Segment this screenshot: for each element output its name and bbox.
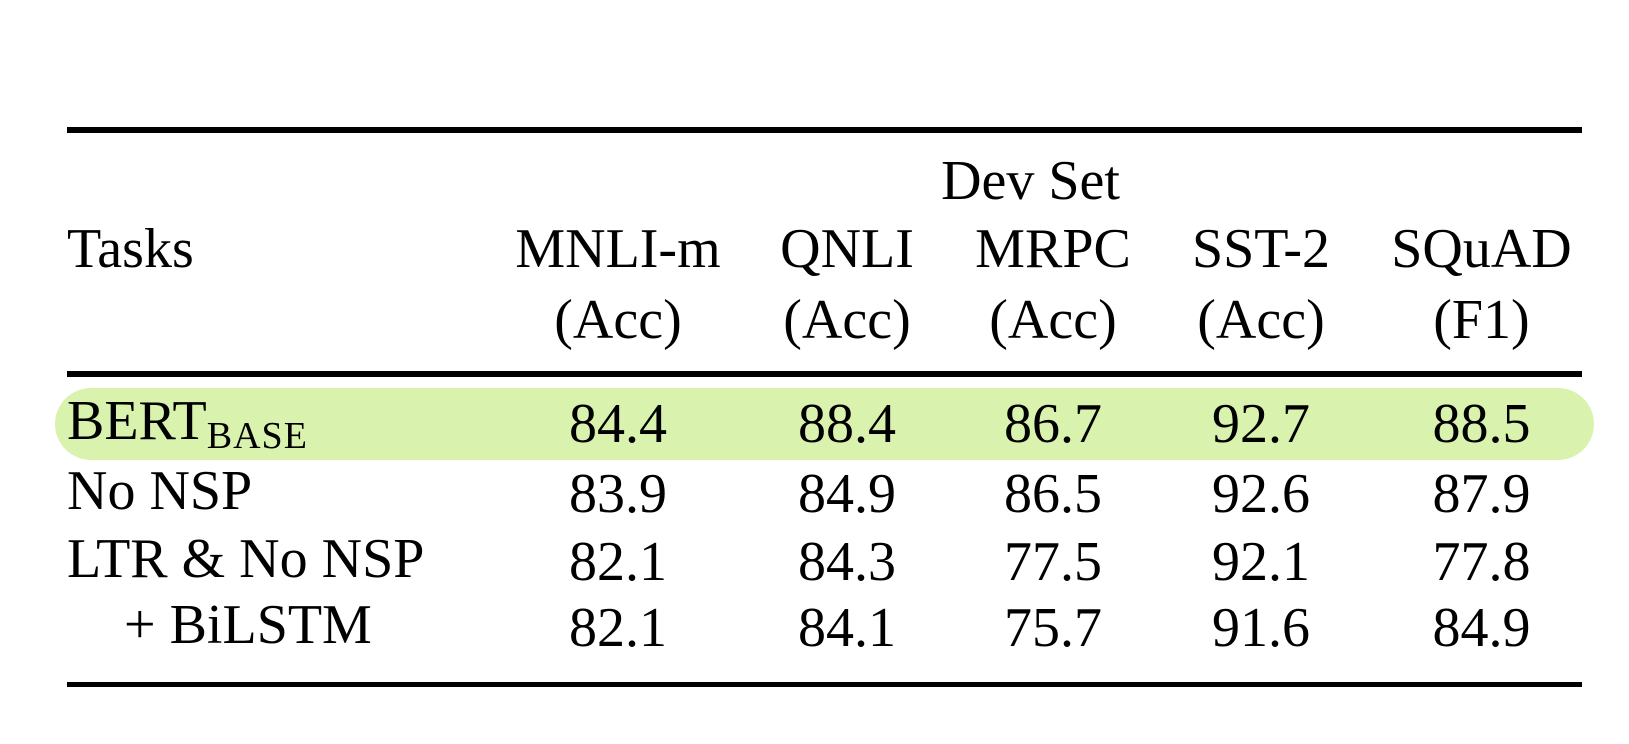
metric-header-qnli: (Acc) — [783, 289, 911, 351]
value-mnli-m: 82.1 — [569, 597, 667, 659]
table-row-ltr-no-nsp: LTR & No NSP 82.1 84.3 77.5 92.1 77.8 — [67, 528, 1582, 596]
value-mrpc: 86.5 — [1004, 463, 1102, 525]
value-mrpc: 86.7 — [1004, 393, 1102, 455]
column-header-sst-2: SST-2 — [1191, 218, 1330, 280]
value-mrpc: 75.7 — [1004, 597, 1102, 659]
value-sst-2: 91.6 — [1212, 597, 1310, 659]
value-squad: 77.8 — [1432, 531, 1531, 593]
metric-header-mrpc: (Acc) — [989, 289, 1117, 351]
value-qnli: 88.4 — [798, 393, 896, 455]
value-squad: 88.5 — [1432, 393, 1531, 455]
metric-header-mnli-m: (Acc) — [554, 289, 682, 351]
value-sst-2: 92.7 — [1212, 393, 1310, 455]
task-label-subscript: BASE — [206, 415, 308, 458]
bert-base-row-highlight — [55, 388, 1594, 460]
value-mnli-m: 84.4 — [569, 393, 667, 455]
task-label: BERTBASE — [67, 389, 308, 458]
value-squad: 87.9 — [1432, 463, 1531, 525]
table-row-bert-base: BERTBASE 84.4 88.4 86.7 92.7 88.5 — [67, 390, 1582, 458]
ablation-results-table: Dev Set Tasks MNLI-m QNLI MRPC SST-2 SQu… — [55, 0, 1594, 744]
column-header-tasks: Tasks — [67, 218, 194, 280]
column-header-metric-row: (Acc) (Acc) (Acc) (Acc) (F1) — [67, 288, 1582, 352]
task-label: No NSP — [67, 459, 253, 522]
value-sst-2: 92.6 — [1212, 463, 1310, 525]
column-header-squad: SQuAD — [1391, 218, 1572, 280]
task-label: LTR & No NSP — [67, 527, 425, 590]
column-header-qnli: QNLI — [780, 218, 914, 280]
metric-header-squad: (F1) — [1433, 289, 1530, 351]
value-squad: 84.9 — [1432, 597, 1531, 659]
table-top-rule — [67, 127, 1582, 133]
table-row-no-nsp: No NSP 83.9 84.9 86.5 92.6 87.9 — [67, 460, 1582, 528]
value-mrpc: 77.5 — [1004, 531, 1102, 593]
column-header-row: Tasks MNLI-m QNLI MRPC SST-2 SQuAD — [67, 217, 1582, 281]
value-mnli-m: 82.1 — [569, 531, 667, 593]
column-header-mrpc: MRPC — [975, 218, 1131, 280]
group-header-dev-set: Dev Set — [507, 148, 1582, 213]
value-sst-2: 92.1 — [1212, 531, 1310, 593]
metric-header-sst-2: (Acc) — [1197, 289, 1325, 351]
table-row-plus-bilstm: + BiLSTM 82.1 84.1 75.7 91.6 84.9 — [67, 594, 1582, 662]
table-mid-rule — [67, 371, 1582, 377]
value-qnli: 84.9 — [798, 463, 896, 525]
value-qnli: 84.1 — [798, 597, 896, 659]
task-label: + BiLSTM — [124, 593, 372, 656]
column-header-mnli-m: MNLI-m — [515, 218, 721, 280]
value-qnli: 84.3 — [798, 531, 896, 593]
table-bottom-rule — [67, 682, 1582, 687]
value-mnli-m: 83.9 — [569, 463, 667, 525]
group-header-label: Dev Set — [941, 149, 1120, 212]
